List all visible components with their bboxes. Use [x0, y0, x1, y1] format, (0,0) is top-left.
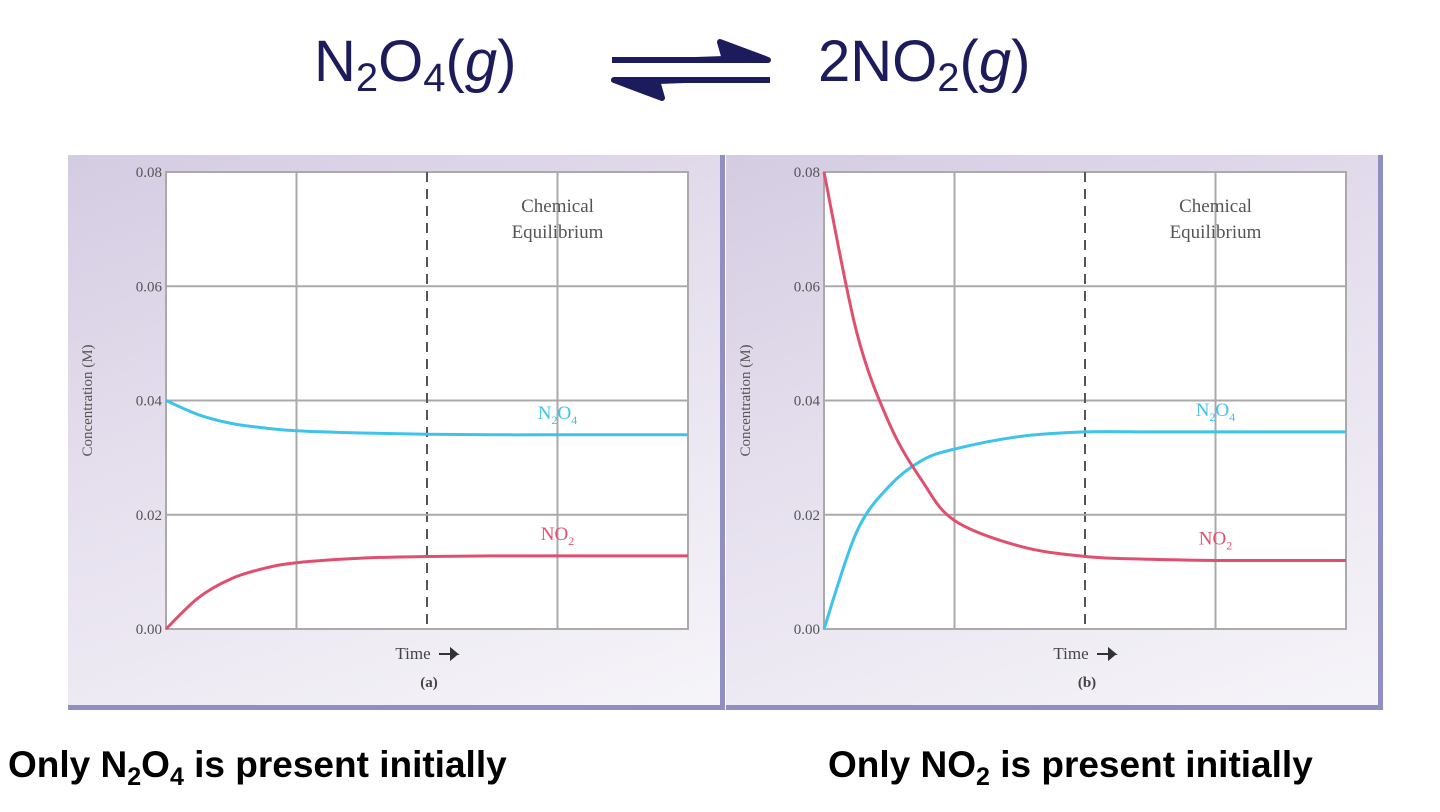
chart-a: 0.00 0.02 0.04 0.06 0.08 Concentration (M) Tim… — [80, 165, 689, 691]
reaction-equation: N2O4(g) 2NO2(g) — [0, 28, 1440, 118]
label-text: O — [1216, 400, 1230, 421]
caption-text: Only NO — [828, 744, 977, 785]
eq-subscript: 2 — [355, 56, 379, 100]
y-tick-label: 0.00 — [794, 622, 820, 638]
y-tick-label: 0.04 — [794, 394, 821, 410]
y-tick-label: 0.08 — [136, 165, 162, 181]
y-tick-label: 0.02 — [136, 508, 162, 524]
eq-text: N — [314, 29, 356, 94]
label-text: N — [538, 403, 552, 424]
y-tick-label: 0.08 — [794, 165, 820, 181]
series-label-n2o4: N2O4 — [538, 403, 577, 427]
caption-text: Only N — [8, 744, 128, 785]
caption-subscript: 4 — [169, 763, 184, 791]
series-line-no2 — [822, 171, 1346, 563]
caption-right: Only NO2 is present initially — [828, 744, 1313, 792]
label-subscript: 2 — [1226, 538, 1232, 552]
caption-subscript: 2 — [127, 763, 142, 791]
label-subscript: 4 — [1229, 410, 1235, 424]
caption-text: is present initially — [989, 744, 1313, 785]
eq-text: O — [378, 29, 424, 94]
series-label-no2: NO2 — [541, 524, 574, 548]
arrow-right-icon — [439, 646, 460, 662]
y-tick-label: 0.04 — [136, 394, 163, 410]
caption-subscript: 2 — [976, 763, 990, 791]
caption-text: O — [141, 744, 170, 785]
series-line-n2o4 — [165, 399, 688, 437]
chart-b: 0.00 0.02 0.04 0.06 0.08 Concentration (M) Tim… — [738, 165, 1347, 691]
product-no2: 2NO2(g) — [818, 28, 1030, 101]
series-line-no2 — [164, 554, 688, 631]
eq-text: ) — [1011, 29, 1031, 94]
equilibrium-harpoons-icon — [611, 39, 771, 101]
panel-label: (b) — [1078, 675, 1096, 691]
label-text: NO — [541, 524, 568, 545]
eq-text: ) — [497, 29, 517, 94]
arrow-right-icon — [1097, 646, 1118, 662]
chart-panel-b: 0.00 0.02 0.04 0.06 0.08 Concentration (M) Tim… — [726, 155, 1383, 710]
eq-phase: g — [464, 29, 498, 94]
label-subscript: 2 — [552, 413, 558, 427]
annotation-line1: Chemical — [521, 196, 594, 217]
series-label-n2o4: N2O4 — [1196, 400, 1235, 424]
eq-text: ( — [959, 29, 979, 94]
label-text: O — [558, 403, 572, 424]
label-text: NO — [1199, 528, 1226, 549]
chart-panel-a: 0.00 0.02 0.04 0.06 0.08 Concentration (M) Tim… — [68, 155, 725, 710]
y-tick-label: 0.06 — [794, 279, 821, 295]
label-text: N — [1196, 400, 1210, 421]
label-subscript: 2 — [568, 534, 574, 548]
caption-text: is present initially — [183, 744, 507, 785]
series-label-no2: NO2 — [1199, 528, 1232, 552]
y-tick-label: 0.06 — [136, 279, 163, 295]
caption-left: Only N2O4 is present initially — [8, 744, 507, 792]
eq-subscript: 4 — [423, 56, 446, 100]
eq-phase: g — [978, 29, 1012, 94]
eq-subscript: 2 — [937, 56, 960, 100]
panel-label: (a) — [420, 675, 438, 691]
eq-text: ( — [445, 29, 465, 94]
x-axis-label: Time — [1053, 644, 1088, 663]
y-tick-label: 0.02 — [794, 508, 820, 524]
eq-text: 2NO — [818, 29, 938, 94]
label-subscript: 4 — [571, 413, 577, 427]
x-axis-label: Time — [395, 644, 430, 663]
y-axis-label: Concentration (M) — [738, 344, 754, 456]
reactant-n2o4: N2O4(g) — [314, 28, 516, 101]
series-line-n2o4 — [822, 430, 1346, 630]
annotation-line1: Chemical — [1179, 196, 1252, 217]
y-tick-label: 0.00 — [136, 622, 162, 638]
annotation-line2: Equilibrium — [512, 222, 604, 243]
y-axis-label: Concentration (M) — [80, 344, 96, 456]
label-subscript: 2 — [1210, 410, 1216, 424]
annotation-line2: Equilibrium — [1170, 222, 1262, 243]
